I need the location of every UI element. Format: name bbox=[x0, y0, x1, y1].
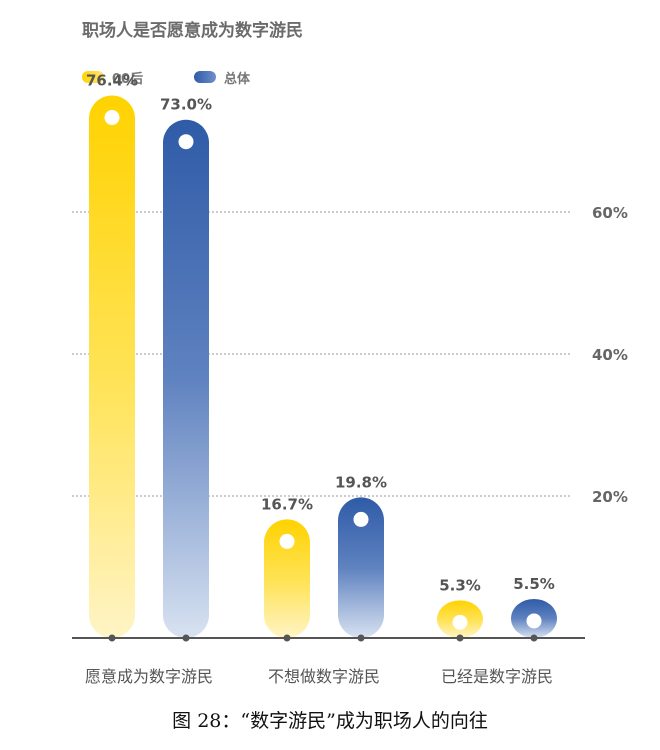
bar-cap-dot bbox=[178, 134, 194, 150]
legend-swatch bbox=[194, 71, 216, 83]
bar-cap-dot bbox=[452, 614, 468, 630]
y-tick-label: 40% bbox=[592, 346, 628, 364]
category-label: 不想做数字游民 bbox=[268, 667, 380, 686]
data-label: 76.4% bbox=[86, 72, 138, 90]
bar-cap-dot bbox=[279, 533, 295, 549]
axis-tick-dot bbox=[182, 634, 190, 642]
y-tick-label: 20% bbox=[592, 488, 628, 506]
axis-tick-dot bbox=[357, 634, 365, 642]
axis-tick-dot bbox=[456, 634, 464, 642]
legend-label: 00后 bbox=[112, 72, 144, 87]
data-label: 73.0% bbox=[160, 96, 212, 114]
bar-cap-dot bbox=[353, 511, 369, 527]
chart-plot: 20% 40% 60% 76.4% 16.7% 5.3% 73.0% 19.8% 5.5% 愿意成… bbox=[72, 72, 628, 686]
legend-label: 总体 bbox=[224, 72, 251, 87]
bar bbox=[163, 119, 209, 638]
y-tick-label: 60% bbox=[592, 204, 628, 222]
category-label: 愿意成为数字游民 bbox=[85, 667, 213, 686]
bar-cap-dot bbox=[104, 110, 120, 126]
chart-title: 职场人是否愿意成为数字游民 bbox=[82, 21, 303, 41]
axis-tick-dot bbox=[108, 634, 116, 642]
bar bbox=[264, 519, 310, 638]
axis-tick-dot bbox=[283, 634, 291, 642]
data-label: 16.7% bbox=[261, 495, 313, 513]
category-label: 已经是数字游民 bbox=[441, 667, 553, 686]
legend-swatch bbox=[82, 71, 104, 83]
bar-cap-dot bbox=[526, 613, 542, 629]
data-label: 5.5% bbox=[513, 575, 555, 593]
data-label: 19.8% bbox=[335, 473, 387, 491]
figure-caption: 图 28：“数字游民”成为职场人的向往 bbox=[172, 710, 488, 732]
bar bbox=[89, 95, 135, 638]
data-label: 5.3% bbox=[439, 576, 481, 594]
bar bbox=[338, 497, 384, 638]
axis-tick-dot bbox=[530, 634, 538, 642]
